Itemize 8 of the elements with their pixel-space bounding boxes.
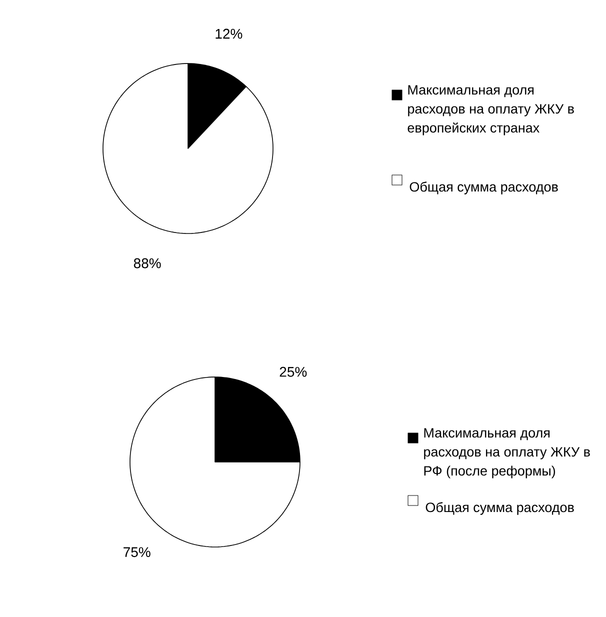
data-label: 12%	[216, 28, 242, 39]
legend-label: Общая сумма расходов	[410, 182, 558, 194]
data-label: 75%	[124, 547, 150, 558]
legend-label: Максимальная доля расходов на оплату ЖКУ в европейских странах	[408, 85, 574, 136]
data-label: 25%	[280, 366, 307, 377]
legend-label: Общая сумма расходов	[426, 502, 574, 515]
data-label: 88%	[134, 258, 161, 268]
legend-label: Максимальная доля расходов на оплату ЖКУ в РФ (после реформы)	[424, 428, 590, 478]
